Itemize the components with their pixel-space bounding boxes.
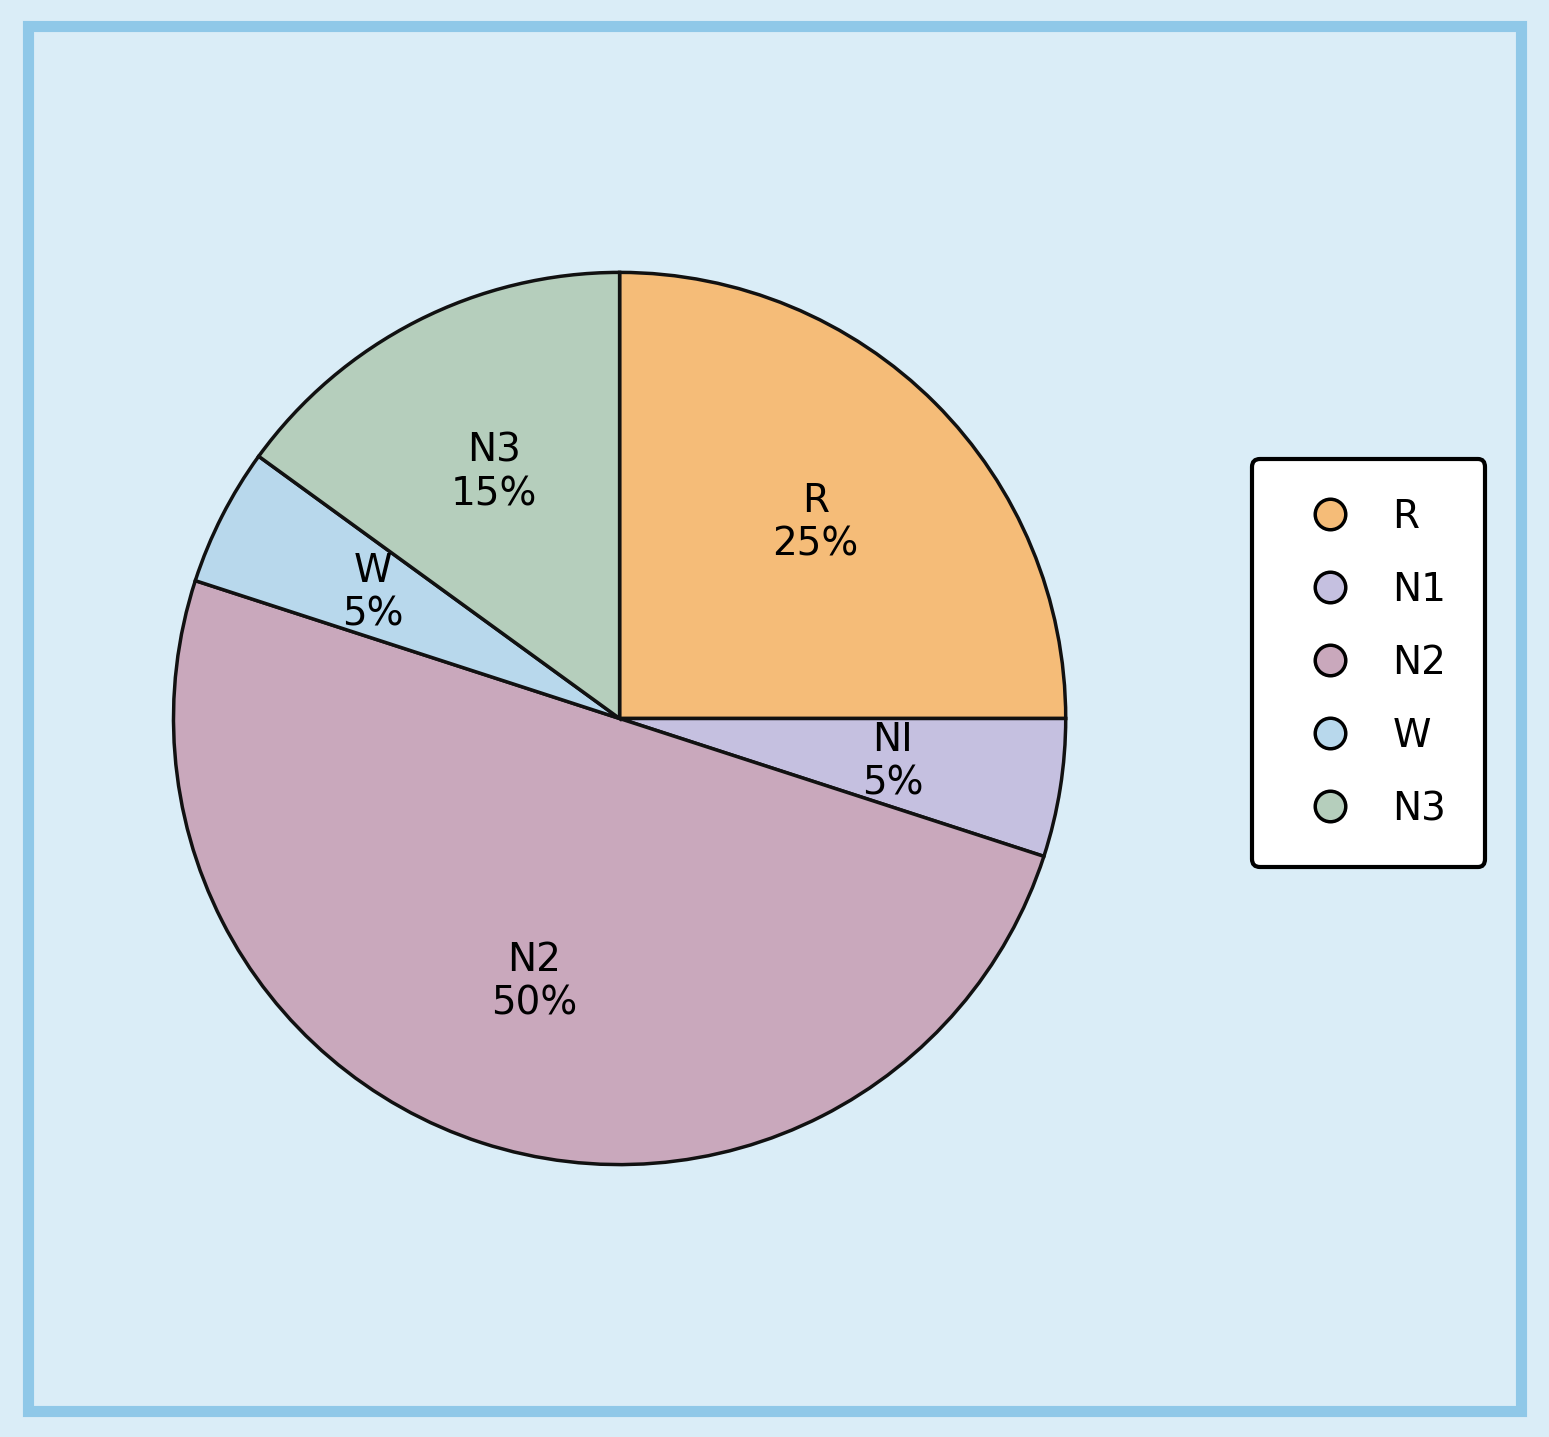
Wedge shape xyxy=(620,718,1066,856)
Wedge shape xyxy=(195,457,620,718)
Legend: R, N1, N2, W, N3: R, N1, N2, W, N3 xyxy=(1253,460,1485,867)
Text: N2
50%: N2 50% xyxy=(491,941,578,1023)
Wedge shape xyxy=(259,273,620,718)
Text: N3
15%: N3 15% xyxy=(451,431,538,513)
Text: W
5%: W 5% xyxy=(342,552,404,634)
Text: R
25%: R 25% xyxy=(771,481,858,563)
Text: NI
5%: NI 5% xyxy=(863,721,923,803)
Wedge shape xyxy=(620,273,1066,718)
Wedge shape xyxy=(173,581,1044,1164)
